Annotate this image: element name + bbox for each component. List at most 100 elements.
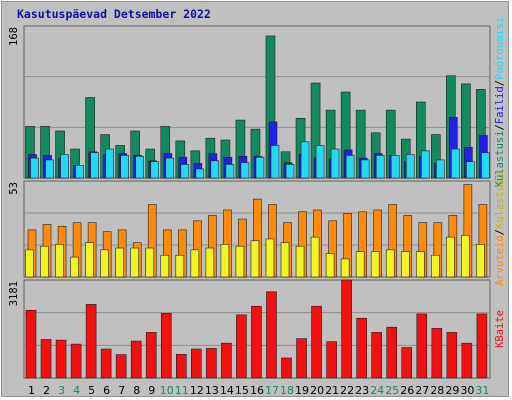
bar-klastusi-day-27 — [415, 251, 425, 278]
x-tick-label-day-16: 16 — [250, 384, 264, 397]
x-tick-label-day-23: 23 — [355, 384, 369, 397]
bar-prdumisi-day-15 — [240, 162, 250, 179]
bar-kbaite-day-22 — [341, 279, 352, 379]
bar-kbaite-day-4 — [70, 343, 82, 379]
bar-kbaite-day-19 — [296, 338, 307, 379]
x-tick-label-day-7: 7 — [118, 384, 125, 397]
bar-prdumisi-day-29 — [451, 148, 460, 179]
bar-prdumisi-day-4 — [75, 165, 84, 179]
bar-kbaite-day-13 — [206, 348, 217, 379]
bar-prdumisi-day-26 — [405, 154, 415, 179]
bar-kbaite-day-25 — [386, 326, 398, 379]
x-tick-label-day-6: 6 — [103, 384, 110, 397]
bar-kbaite-day-5 — [85, 304, 97, 379]
bar-prdumisi-day-31 — [481, 152, 490, 179]
y-max-label: 3181 — [8, 281, 20, 306]
x-tick-label-day-29: 29 — [445, 384, 459, 397]
bar-prdumisi-day-10 — [165, 157, 175, 179]
legend-sep1: / — [494, 229, 506, 235]
bar-klastusi-day-17 — [265, 238, 275, 278]
x-tick-label-day-14: 14 — [220, 384, 234, 397]
bars — [25, 279, 488, 379]
bar-klastusi-day-22 — [340, 258, 350, 278]
panel-2: 53 Arvuteid/Külastusi — [8, 172, 506, 286]
legend-sep1: / — [494, 124, 506, 130]
bar-klastusi-day-11 — [175, 254, 185, 278]
bars — [25, 184, 488, 278]
x-tick-label-day-17: 17 — [265, 384, 279, 397]
bar-kbaite-day-10 — [160, 312, 172, 379]
bar-kbaite-day-30 — [461, 342, 473, 379]
x-tick-label-day-8: 8 — [133, 384, 140, 397]
bar-kbaite-day-2 — [40, 339, 52, 379]
bar-klastusi-day-30 — [461, 235, 470, 278]
x-tick-label-day-26: 26 — [400, 384, 414, 397]
legend-part0: Arvuteid — [494, 235, 506, 286]
x-tick-label-day-5: 5 — [88, 384, 95, 397]
bar-prdumisi-day-8 — [135, 155, 145, 179]
x-tick-label-day-1: 1 — [28, 384, 35, 397]
x-tick-label-day-13: 13 — [205, 384, 219, 397]
bar-prdumisi-day-27 — [420, 150, 430, 179]
bar-kbaite-day-1 — [25, 309, 37, 379]
bar-klastusi-day-15 — [235, 245, 245, 278]
bar-prdumisi-day-3 — [60, 154, 69, 179]
chart-panels: 168Külastusi/Failid/Pöördumisi53Arvuteid… — [8, 17, 506, 379]
bar-kbaite-day-3 — [55, 339, 67, 379]
bar-klastusi-day-8 — [130, 247, 140, 278]
bar-klastusi-day-10 — [160, 254, 170, 278]
bar-kbaite-day-21 — [326, 341, 337, 379]
bar-klastusi-day-5 — [85, 242, 94, 278]
bar-klastusi-day-25 — [385, 249, 395, 278]
x-tick-label-day-30: 30 — [460, 384, 474, 397]
bar-prdumisi-day-19 — [300, 141, 310, 179]
x-tick-label-day-20: 20 — [310, 384, 324, 397]
bar-prdumisi-day-21 — [330, 148, 340, 179]
bar-klastusi-day-9 — [145, 247, 155, 278]
bar-klastusi-day-29 — [446, 236, 455, 278]
bar-kbaite-day-23 — [356, 317, 367, 379]
bar-prdumisi-day-1 — [30, 157, 39, 179]
legend-part2: Pöördumisi — [494, 17, 506, 80]
x-tick-label-day-27: 27 — [415, 384, 429, 397]
x-tick-label-day-12: 12 — [190, 384, 204, 397]
bar-kbaite-day-16 — [251, 305, 262, 379]
y-max-label: 168 — [8, 27, 20, 46]
x-tick-label-day-4: 4 — [73, 384, 80, 397]
bar-klastusi-day-6 — [100, 249, 109, 278]
bar-klastusi-day-21 — [325, 253, 335, 278]
legend-part0: Külastusi — [494, 130, 506, 187]
x-tick-label-day-21: 21 — [325, 384, 339, 397]
bar-prdumisi-day-11 — [180, 164, 190, 179]
bar-prdumisi-day-14 — [225, 164, 235, 179]
legend-part0: KBaite — [494, 310, 506, 348]
x-tick-label-day-28: 28 — [430, 384, 444, 397]
bar-klastusi-day-3 — [55, 244, 64, 278]
bar-prdumisi-day-18 — [285, 164, 295, 179]
bar-kbaite-day-6 — [100, 348, 112, 379]
legend-part1: Failid — [494, 86, 506, 124]
bar-kbaite-day-12 — [191, 348, 202, 379]
x-tick-label-day-2: 2 — [43, 384, 50, 397]
bar-prdumisi-day-12 — [195, 168, 205, 179]
x-tick-label-day-22: 22 — [340, 384, 354, 397]
bar-prdumisi-day-28 — [436, 159, 445, 179]
panel-legend-label: KBaite — [494, 310, 506, 348]
bar-kbaite-day-20 — [311, 305, 322, 379]
bar-prdumisi-day-25 — [390, 155, 400, 179]
bar-prdumisi-day-23 — [360, 159, 370, 179]
bar-klastusi-day-31 — [476, 244, 485, 278]
chart-title: Kasutuspäevad Detsember 2022 — [17, 7, 211, 21]
bar-prdumisi-day-5 — [90, 152, 99, 179]
bar-kbaite-day-17 — [266, 291, 277, 379]
bar-kbaite-day-8 — [130, 340, 142, 379]
bar-kbaite-day-15 — [236, 314, 247, 379]
legend-part1: Külastusi — [494, 172, 506, 229]
x-tick-label-day-24: 24 — [370, 384, 384, 397]
bar-prdumisi-day-6 — [105, 148, 114, 179]
bar-kbaite-day-24 — [371, 332, 382, 379]
bar-prdumisi-day-20 — [315, 145, 325, 179]
bar-klastusi-day-24 — [370, 251, 380, 278]
